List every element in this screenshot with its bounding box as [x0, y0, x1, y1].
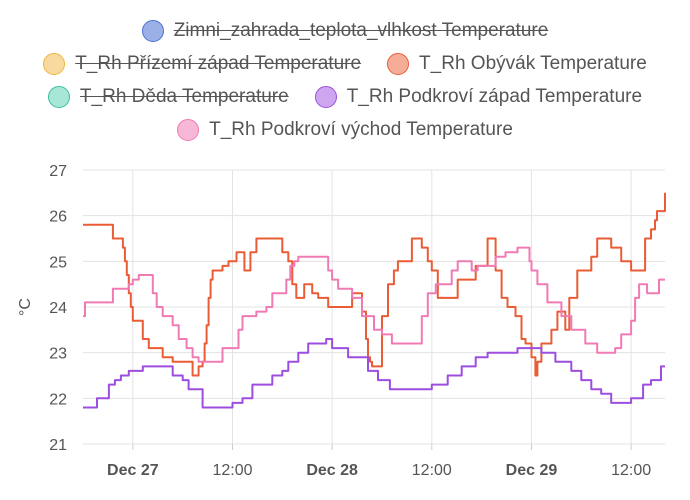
legend-row: T_Rh Přízemí západ Temperature T_Rh Obývá…: [0, 47, 690, 80]
series-line: [83, 246, 665, 363]
y-tick-label: 25: [49, 254, 67, 271]
legend-row: T_Rh Podkroví východ Temperature: [0, 113, 690, 146]
legend-item[interactable]: Zimni_zahrada_teplota_vlhkost Temperatur…: [141, 19, 549, 42]
y-tick-label: 22: [49, 391, 67, 408]
legend-item[interactable]: T_Rh Obývák Temperature: [387, 52, 647, 75]
legend-label: T_Rh Podkroví východ Temperature: [209, 118, 513, 140]
series-line: [83, 338, 665, 409]
legend-swatch: [387, 52, 410, 75]
legend-label: Zimni_zahrada_teplota_vlhkost Temperatur…: [173, 19, 549, 41]
y-tick-label: 24: [49, 300, 67, 317]
y-tick-label: 23: [49, 346, 67, 363]
series-line: [83, 192, 666, 377]
legend-swatch: [141, 19, 164, 42]
legend-label: T_Rh Podkroví západ Temperature: [346, 85, 643, 107]
x-tick-label: Dec 27: [107, 462, 159, 479]
y-tick-label: 21: [49, 437, 67, 454]
x-tick-label: 12:00: [412, 462, 452, 479]
legend-swatch: [43, 52, 66, 75]
y-axis-title: °C: [17, 298, 34, 316]
y-tick-label: 27: [49, 163, 67, 180]
legend-swatch: [177, 118, 200, 141]
y-tick-label: 26: [49, 209, 67, 226]
legend-item[interactable]: T_Rh Děda Temperature: [47, 85, 289, 108]
legend-row: T_Rh Děda Temperature T_Rh Podkroví západ…: [0, 80, 690, 113]
legend-label: T_Rh Děda Temperature: [79, 85, 289, 107]
legend-label: T_Rh Obývák Temperature: [419, 52, 647, 74]
legend: Zimni_zahrada_teplota_vlhkost Temperatur…: [0, 14, 690, 146]
legend-item[interactable]: T_Rh Podkroví východ Temperature: [177, 118, 513, 141]
legend-swatch: [47, 85, 70, 108]
legend-swatch: [314, 85, 337, 108]
x-tick-label: 12:00: [611, 462, 651, 479]
legend-row: Zimni_zahrada_teplota_vlhkost Temperatur…: [0, 14, 690, 47]
legend-item[interactable]: T_Rh Přízemí západ Temperature: [43, 52, 362, 75]
x-tick-label: 12:00: [212, 462, 252, 479]
x-tick-label: Dec 29: [506, 462, 558, 479]
legend-label: T_Rh Přízemí západ Temperature: [75, 52, 362, 74]
x-tick-label: Dec 28: [306, 462, 358, 479]
legend-item[interactable]: T_Rh Podkroví západ Temperature: [314, 85, 643, 108]
